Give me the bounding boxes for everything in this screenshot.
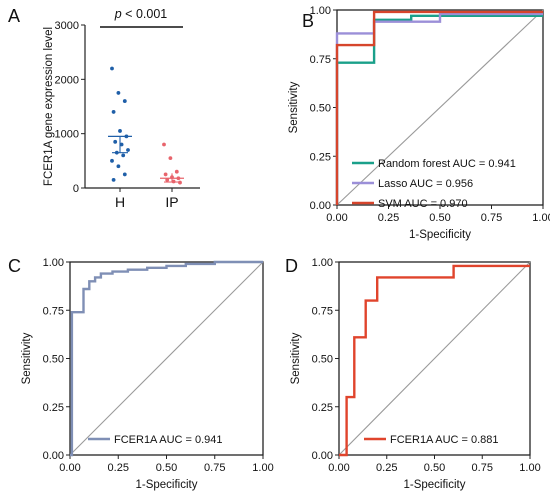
y-tick-label: 0.75 xyxy=(43,305,64,317)
x-tick-label: 0.75 xyxy=(481,212,502,224)
p-italic: p xyxy=(114,7,122,21)
x-tick-label: IP xyxy=(165,194,178,210)
y-tick-label: 3000 xyxy=(55,20,79,32)
diagonal-reference xyxy=(336,9,544,206)
legend-label: FCER1A AUC = 0.881 xyxy=(390,434,499,446)
x-tick-label: 0.00 xyxy=(328,462,349,474)
data-point xyxy=(162,142,166,147)
data-point xyxy=(121,153,126,158)
y-tick-label: 1.00 xyxy=(43,257,64,269)
x-tick-label: 0.75 xyxy=(472,462,493,474)
y-tick-label: 0 xyxy=(73,183,79,195)
x-tick-label: 0.00 xyxy=(59,462,80,474)
data-point xyxy=(110,158,114,163)
data-point xyxy=(111,177,116,182)
legend-label: FCER1A AUC = 0.941 xyxy=(114,434,223,446)
x-tick-label: 1.00 xyxy=(252,462,273,474)
y-tick-label: 0.00 xyxy=(310,200,331,212)
y-axis-label: Sensitivity xyxy=(288,81,300,133)
x-tick-label: 0.50 xyxy=(429,212,450,224)
legend-label: SVM AUC = 0.970 xyxy=(378,198,468,210)
panel-letter-b: B xyxy=(302,11,314,31)
data-point xyxy=(119,142,124,147)
p-rest: < 0.001 xyxy=(122,7,168,21)
x-axis-label: 1-Specificity xyxy=(404,479,466,491)
y-tick-label: 0.50 xyxy=(310,103,331,115)
data-point xyxy=(163,172,168,177)
p-value-label: p < 0.001 xyxy=(114,7,168,21)
x-tick-label: 0.25 xyxy=(376,462,397,474)
y-tick-label: 0.50 xyxy=(312,354,333,366)
y-axis-label: Sensitivity xyxy=(290,332,302,384)
y-tick-label: 1.00 xyxy=(310,5,331,17)
y-tick-label: 2000 xyxy=(55,74,79,86)
legend-label: Random forest AUC = 0.941 xyxy=(378,158,516,170)
y-tick-label: 0.75 xyxy=(312,305,333,317)
data-point xyxy=(168,156,173,161)
x-tick-label: 0.50 xyxy=(424,462,445,474)
y-tick-label: 0.75 xyxy=(310,54,331,66)
roc-curve-1 xyxy=(70,260,263,457)
data-point xyxy=(111,110,116,114)
panel-b-roc: 0.00 0.25 0.50 0.75 1.00 0.00 0.25 0.50 0.75 1.00… xyxy=(288,5,550,241)
diagonal-reference xyxy=(69,261,264,456)
data-point xyxy=(118,129,122,133)
panel-letter-d: D xyxy=(285,256,298,276)
y-tick-label: 0.25 xyxy=(310,151,331,163)
panel-d-roc: 0.00 0.25 0.50 0.75 1.00 0.00 0.25 0.50 0.75 1.00… xyxy=(290,257,541,491)
y-axis-label: FCER1A gene expression level xyxy=(43,27,55,186)
y-tick-label: 0.25 xyxy=(312,402,333,414)
x-tick-label: 1.00 xyxy=(519,462,540,474)
x-axis-label: 1-Specificity xyxy=(136,479,198,491)
data-point xyxy=(113,139,118,144)
x-tick-label: H xyxy=(115,194,125,210)
y-tick-label: 1.00 xyxy=(312,257,333,269)
y-axis-label: Sensitivity xyxy=(21,332,33,384)
panel-letter-c: C xyxy=(8,256,21,276)
data-point xyxy=(110,66,114,71)
x-tick-label: 0.50 xyxy=(156,462,177,474)
y-tick-label: 0.50 xyxy=(43,354,64,366)
data-point xyxy=(116,164,121,169)
y-tick-label: 0.25 xyxy=(43,402,64,414)
x-tick-label: 0.25 xyxy=(378,212,399,224)
data-point xyxy=(174,169,179,174)
diagonal-reference xyxy=(338,261,531,456)
roc-curve-1 xyxy=(339,264,530,457)
x-tick-label: 1.00 xyxy=(532,212,550,224)
x-axis-label: 1-Specificity xyxy=(409,229,471,241)
data-point xyxy=(165,177,170,182)
data-point xyxy=(126,148,130,152)
x-tick-label: 0.25 xyxy=(108,462,129,474)
legend-label: Lasso AUC = 0.956 xyxy=(378,178,473,190)
panel-c-roc: 0.00 0.25 0.50 0.75 1.00 0.00 0.25 0.50 0.75 1.00… xyxy=(21,257,274,491)
data-point xyxy=(122,172,127,177)
y-tick-label: 0.00 xyxy=(43,450,64,462)
data-point xyxy=(116,91,121,95)
y-tick-label: 0.00 xyxy=(312,450,333,462)
x-tick-label: 0.00 xyxy=(326,212,347,224)
panel-letter-a: A xyxy=(8,6,20,26)
y-tick-label: 1000 xyxy=(55,129,79,141)
x-tick-label: 0.75 xyxy=(204,462,225,474)
roc-curve-3 xyxy=(335,10,543,205)
data-point xyxy=(122,99,127,103)
